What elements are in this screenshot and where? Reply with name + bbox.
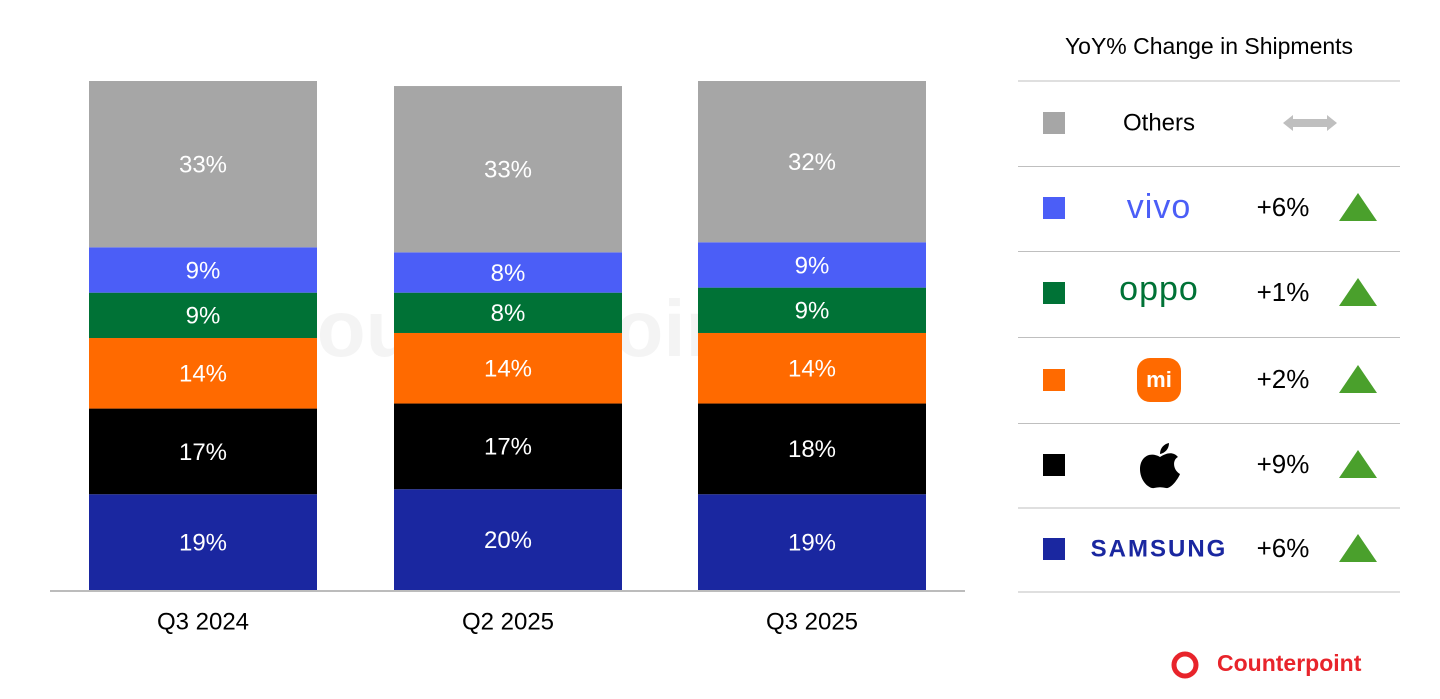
bar-segment	[698, 81, 926, 243]
value-label: 19%	[179, 529, 227, 556]
source-text: Counterpoint	[1217, 650, 1362, 676]
value-label: 17%	[179, 439, 227, 466]
value-label: 9%	[186, 257, 221, 284]
legend-swatch	[1043, 454, 1065, 476]
apple-logo	[1140, 453, 1180, 489]
bar-segment	[89, 494, 317, 590]
value-label: 14%	[788, 356, 836, 383]
legend-logo: vivo	[1127, 188, 1191, 226]
bar-segment	[698, 287, 926, 333]
value-label: 8%	[491, 260, 526, 287]
up-triangle	[1339, 450, 1377, 478]
up-triangle	[1339, 193, 1377, 221]
bar-segment	[698, 332, 926, 404]
bar-segment	[394, 332, 622, 404]
up-triangle	[1339, 278, 1377, 306]
value-label: 9%	[795, 252, 830, 279]
legend-logo: mi	[1137, 358, 1181, 402]
bar-segment	[698, 403, 926, 495]
flat-arrow	[1283, 115, 1337, 131]
yoy-change: +6%	[1257, 533, 1310, 563]
bar-segment	[394, 489, 622, 590]
apple-leaf	[1160, 443, 1169, 454]
value-label: 8%	[491, 300, 526, 327]
yoy-change: +9%	[1257, 449, 1310, 479]
yoy-change: +1%	[1257, 277, 1310, 307]
x-tick-label: Q3 2024	[157, 608, 249, 635]
bar-segment	[89, 408, 317, 495]
bar-segment	[89, 81, 317, 248]
source-icon	[1171, 651, 1199, 679]
bar-segment	[394, 292, 622, 333]
legend-logo: Others	[1123, 109, 1195, 136]
x-tick-label: Q2 2025	[462, 608, 554, 635]
legend-label: vivo	[1127, 188, 1191, 226]
value-label: 9%	[795, 298, 830, 325]
legend-logo	[1140, 443, 1180, 489]
legend-label: Others	[1123, 109, 1195, 136]
value-label: 14%	[484, 356, 532, 383]
value-label: 32%	[788, 149, 836, 176]
value-label: 9%	[186, 303, 221, 330]
value-label: 19%	[788, 529, 836, 556]
bar-segment	[89, 247, 317, 293]
legend-logo: SAMSUNG	[1091, 535, 1228, 562]
x-tick-label: Q3 2025	[766, 608, 858, 635]
bar-segment	[89, 292, 317, 339]
legend-label: SAMSUNG	[1091, 535, 1228, 562]
value-label: 18%	[788, 436, 836, 463]
yoy-change: +2%	[1257, 364, 1310, 394]
bar-segment	[394, 86, 622, 253]
source-logo: Counterpoint	[1171, 650, 1362, 679]
bar-segment	[698, 494, 926, 590]
value-label: 14%	[179, 361, 227, 388]
up-triangle	[1339, 365, 1377, 393]
yoy-change: +6%	[1257, 192, 1310, 222]
legend-logo: oppo	[1119, 270, 1199, 308]
legend-title: YoY% Change in Shipments	[1065, 33, 1353, 59]
legend-swatch	[1043, 282, 1065, 304]
legend-label: oppo	[1119, 270, 1199, 308]
legend-swatch	[1043, 197, 1065, 219]
bar-segment	[698, 242, 926, 288]
value-label: 33%	[179, 151, 227, 178]
up-triangle	[1339, 534, 1377, 562]
value-label: 33%	[484, 157, 532, 184]
legend-label: mi	[1146, 367, 1172, 392]
bar-segment	[89, 338, 317, 409]
value-label: 20%	[484, 527, 532, 554]
value-label: 17%	[484, 434, 532, 461]
bar-segment	[394, 403, 622, 490]
logo-badge	[1137, 358, 1181, 402]
legend-swatch	[1043, 369, 1065, 391]
legend-swatch	[1043, 112, 1065, 134]
bar-segment	[394, 252, 622, 293]
legend-swatch	[1043, 538, 1065, 560]
